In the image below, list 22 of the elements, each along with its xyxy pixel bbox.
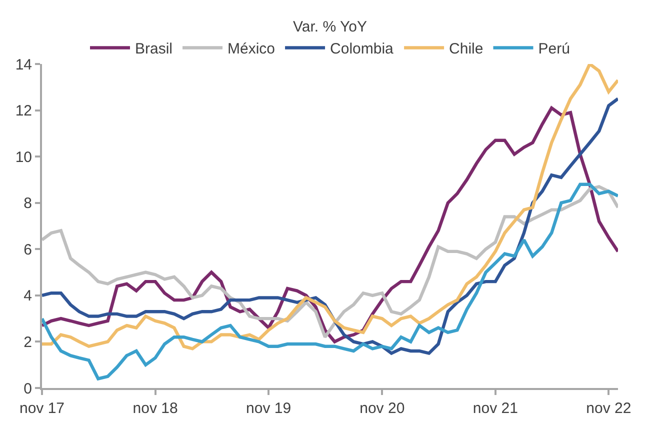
y-tick-label: 0 [24, 380, 32, 398]
legend-title: Var. % YoY [293, 18, 367, 36]
y-tick-label: 10 [15, 148, 32, 166]
x-tick-label: nov 18 [132, 400, 178, 417]
legend-label: Perú [538, 40, 570, 58]
x-tick-label: nov 17 [19, 400, 65, 417]
legend-label: Colombia [330, 40, 394, 58]
x-tick-label: nov 21 [472, 400, 518, 417]
x-tick-label: nov 19 [246, 400, 292, 417]
x-tick-label: nov 20 [360, 400, 405, 417]
y-tick-label: 8 [24, 195, 32, 212]
y-tick-label: 6 [24, 241, 32, 258]
y-tick-label: 12 [15, 102, 32, 120]
y-tick-label: 4 [24, 288, 32, 305]
line-series [42, 182, 618, 380]
x-tick-label: nov 22 [586, 400, 632, 417]
legend-label: Chile [449, 40, 484, 58]
legend-label: Brasil [135, 40, 173, 58]
line-series [42, 185, 618, 339]
y-tick-label: 14 [15, 56, 32, 74]
legend-label: México [228, 40, 276, 58]
y-tick-label: 2 [24, 334, 32, 351]
